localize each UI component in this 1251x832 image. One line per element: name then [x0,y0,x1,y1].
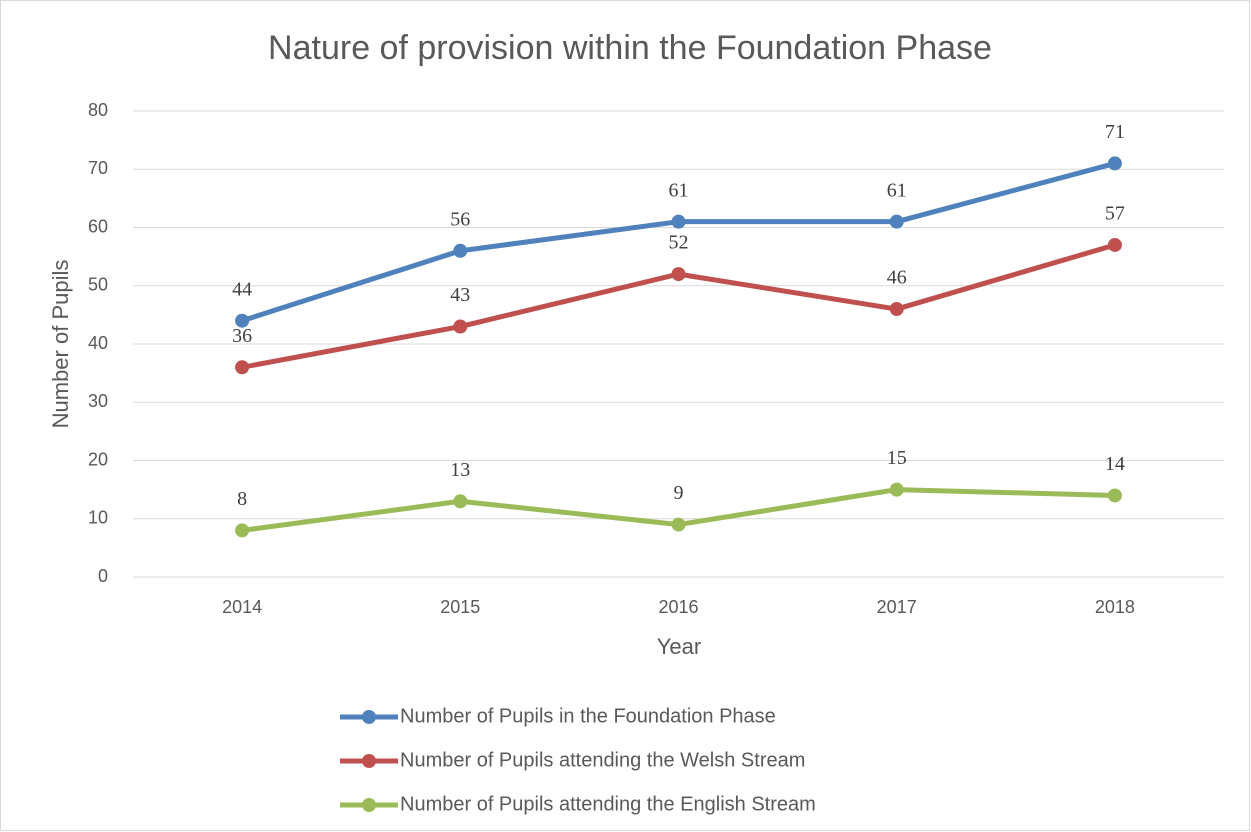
data-point [235,313,250,328]
y-tick-label: 60 [88,216,108,236]
x-axis-label: Year [657,634,701,659]
data-label: 57 [1105,203,1125,225]
data-point [453,319,468,334]
data-point [1107,237,1122,252]
data-label: 56 [450,208,470,230]
x-tick-label: 2017 [877,597,917,617]
data-point [235,360,250,375]
y-tick-label: 80 [88,100,108,120]
data-point [889,482,904,497]
data-label: 36 [232,325,252,347]
legend-label: Number of Pupils in the Foundation Phase [400,705,776,727]
y-tick-label: 0 [98,566,108,586]
data-point [453,494,468,509]
data-point [671,517,686,532]
data-point [453,243,468,258]
data-label: 43 [450,284,470,306]
data-label: 13 [450,459,470,481]
data-point [671,214,686,229]
chart-title: Nature of provision within the Foundatio… [268,29,992,67]
legend-marker [362,754,376,768]
y-axis-label: Number of Pupils [48,260,73,429]
data-label: 8 [237,488,247,510]
legend-label: Number of Pupils attending the English S… [400,793,816,815]
data-point [1107,156,1122,171]
data-label: 61 [669,179,689,201]
y-tick-label: 10 [88,508,108,528]
data-label: 9 [674,482,684,504]
y-tick-label: 70 [88,158,108,178]
data-point [889,302,904,317]
data-label: 61 [887,179,907,201]
data-label: 15 [887,447,907,469]
x-tick-label: 2014 [222,597,262,617]
data-label: 44 [232,278,252,300]
data-point [1107,488,1122,503]
y-tick-label: 20 [88,449,108,469]
x-tick-label: 2015 [440,597,480,617]
data-label: 71 [1105,121,1125,143]
data-label: 52 [669,232,689,254]
legend-marker [362,710,376,724]
data-label: 14 [1105,453,1125,475]
x-tick-label: 2016 [658,597,698,617]
data-label: 46 [887,267,907,289]
y-tick-label: 30 [88,391,108,411]
x-tick-label: 2018 [1095,597,1135,617]
legend-label: Number of Pupils attending the Welsh Str… [400,749,805,771]
data-point [235,523,250,538]
y-tick-label: 40 [88,333,108,353]
legend-marker [362,798,376,812]
y-tick-label: 50 [88,275,108,295]
data-point [671,267,686,282]
data-point [889,214,904,229]
